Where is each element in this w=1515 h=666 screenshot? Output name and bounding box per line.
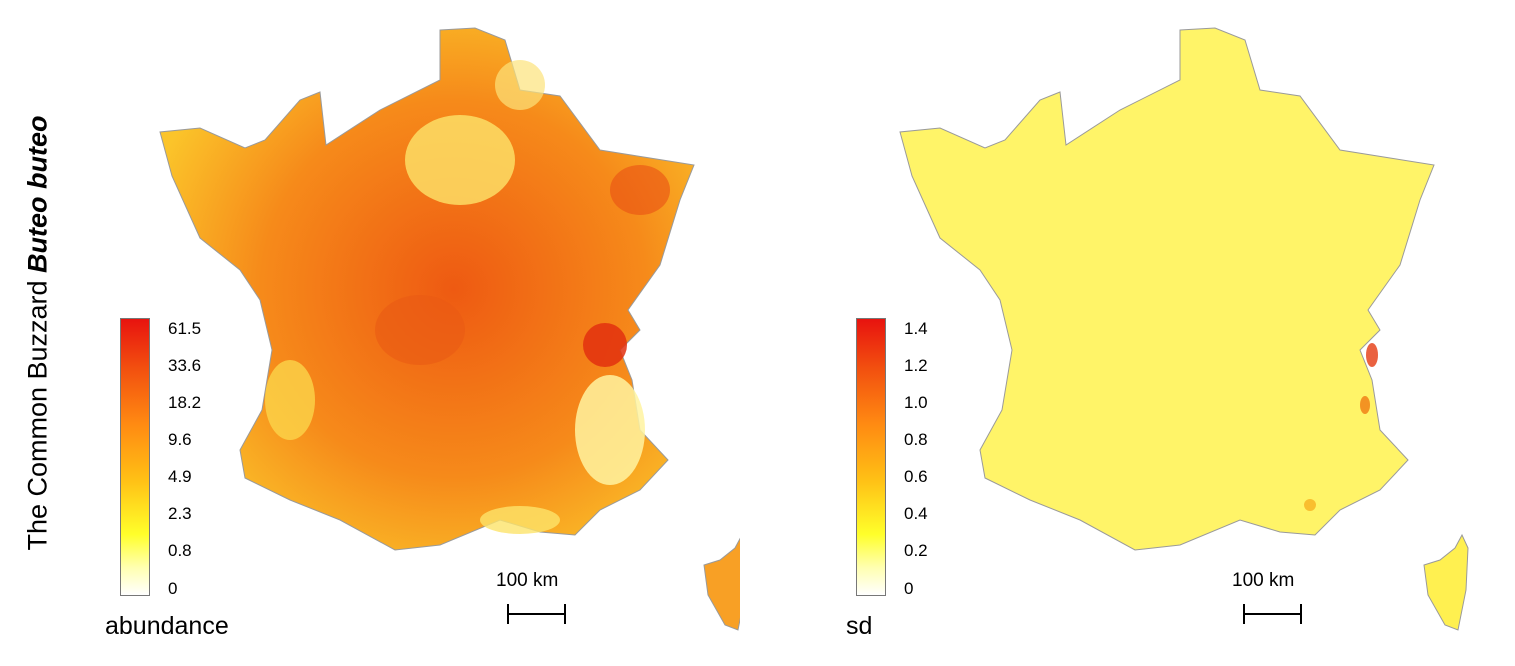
sd-color-legend <box>856 318 886 596</box>
abundance-tick-1: 61.5 <box>168 319 202 338</box>
abundance-tick-8: 0 <box>168 579 178 598</box>
sd-legend-title: sd <box>846 612 873 640</box>
abundance-tick-3: 18.2 <box>168 393 202 412</box>
sd-tick-1: 1.4 <box>904 319 928 338</box>
abundance-panel: 61.5 33.6 18.2 9.6 4.9 2.3 0.8 0 abundan… <box>0 0 740 666</box>
sd-scale-bar <box>1243 604 1302 624</box>
abundance-map <box>159 27 740 631</box>
france-mainland-sd <box>899 27 1435 551</box>
sd-tick-3: 1.0 <box>904 393 928 412</box>
sd-tick-8: 0 <box>904 579 914 598</box>
corsica-sd <box>1423 533 1469 631</box>
east-high-zone <box>610 165 670 215</box>
sd-coast-spot <box>1304 499 1316 511</box>
mediterranean-low-zone <box>480 506 560 534</box>
central-high-zone <box>375 295 465 365</box>
sd-tick-7: 0.2 <box>904 541 928 560</box>
sd-alps-high-spot <box>1366 343 1378 367</box>
abundance-tick-7: 0.8 <box>168 541 192 560</box>
paris-basin-low-zone <box>405 115 515 205</box>
sd-map <box>899 27 1469 631</box>
abundance-tick-5: 4.9 <box>168 467 192 486</box>
abundance-tick-6: 2.3 <box>168 504 192 523</box>
alps-high-zone <box>583 323 627 367</box>
sd-tick-6: 0.4 <box>904 504 928 523</box>
sd-panel: 1.4 1.2 1.0 0.8 0.6 0.4 0.2 0 sd 100 km <box>740 0 1480 666</box>
abundance-tick-4: 9.6 <box>168 430 192 449</box>
sd-tick-2: 1.2 <box>904 356 928 375</box>
sd-southeast-spot <box>1360 396 1370 414</box>
west-coast-zone <box>265 360 315 440</box>
abundance-scale-label: 100 km <box>496 570 559 591</box>
sd-scale-label: 100 km <box>1232 570 1295 591</box>
abundance-legend-title: abundance <box>105 612 229 640</box>
abundance-scale-bar <box>507 604 566 624</box>
southeast-low-zone <box>575 375 645 485</box>
corsica-abundance <box>703 537 740 631</box>
sd-tick-4: 0.8 <box>904 430 928 449</box>
north-low-zone <box>495 60 545 110</box>
abundance-color-legend <box>120 318 150 596</box>
abundance-tick-2: 33.6 <box>168 356 202 375</box>
sd-tick-5: 0.6 <box>904 467 928 486</box>
